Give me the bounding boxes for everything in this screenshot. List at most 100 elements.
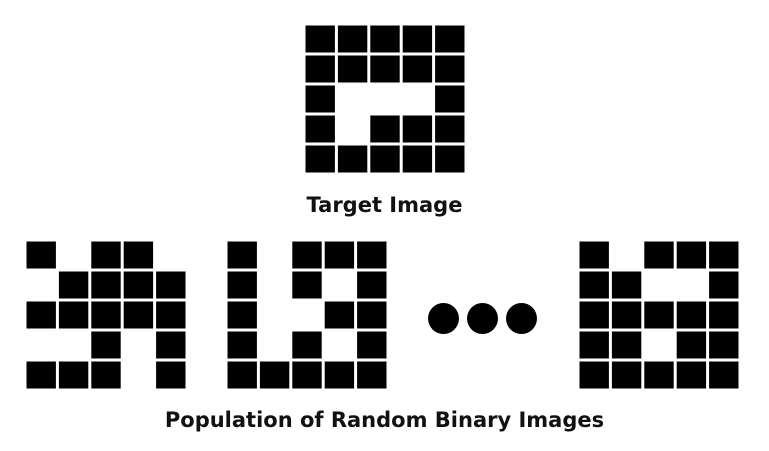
- pixel-off: [58, 331, 89, 359]
- pixel-on: [357, 331, 387, 359]
- pixel-on: [611, 331, 642, 359]
- pixel-on: [259, 361, 290, 389]
- pixel-on: [357, 361, 387, 389]
- population-image-1-grid: [26, 241, 186, 389]
- pixel-on: [337, 25, 368, 53]
- pixel-on: [123, 241, 154, 269]
- pixel-on: [370, 115, 400, 143]
- pixel-on: [435, 115, 465, 143]
- pixel-on: [227, 361, 257, 389]
- pixel-on: [402, 145, 433, 173]
- pixel-on: [579, 271, 609, 299]
- pixel-on: [676, 241, 707, 269]
- pixel-on: [26, 301, 56, 329]
- pixel-on: [579, 241, 609, 269]
- pixel-off: [644, 271, 674, 299]
- pixel-off: [58, 241, 89, 269]
- ellipsis-dot: [428, 303, 459, 334]
- pixel-on: [91, 301, 121, 329]
- target-image: [304, 24, 466, 174]
- pixel-on: [579, 301, 609, 329]
- pixel-on: [337, 55, 368, 83]
- pixel-on: [357, 301, 387, 329]
- pixel-off: [337, 85, 368, 113]
- pixel-on: [611, 301, 642, 329]
- pixel-on: [357, 271, 387, 299]
- pixel-on: [324, 241, 355, 269]
- pixel-on: [123, 271, 154, 299]
- pixel-on: [644, 361, 674, 389]
- pixel-on: [370, 145, 400, 173]
- pixel-on: [156, 331, 186, 359]
- pixel-off: [259, 241, 290, 269]
- pixel-on: [370, 25, 400, 53]
- target-image-caption: Target Image: [306, 193, 463, 217]
- pixel-on: [709, 361, 739, 389]
- pixel-on: [644, 301, 674, 329]
- pixel-on: [611, 361, 642, 389]
- population-image-1: [25, 240, 187, 390]
- pixel-on: [370, 55, 400, 83]
- ellipsis-dot: [506, 303, 537, 334]
- population-image-2-grid: [227, 241, 387, 389]
- pixel-on: [292, 271, 322, 299]
- pixel-on: [305, 25, 335, 53]
- pixel-on: [227, 331, 257, 359]
- pixel-on: [402, 55, 433, 83]
- pixel-on: [579, 331, 609, 359]
- pixel-off: [259, 271, 290, 299]
- pixel-on: [305, 145, 335, 173]
- pixel-on: [676, 331, 707, 359]
- pixel-off: [676, 271, 707, 299]
- pixel-on: [709, 331, 739, 359]
- pixel-on: [435, 85, 465, 113]
- pixel-off: [324, 271, 355, 299]
- pixel-on: [676, 301, 707, 329]
- pixel-off: [337, 115, 368, 143]
- pixel-on: [227, 271, 257, 299]
- pixel-on: [58, 271, 89, 299]
- pixel-off: [611, 241, 642, 269]
- pixel-on: [435, 25, 465, 53]
- population-image-n: [578, 240, 740, 390]
- population-caption: Population of Random Binary Images: [164, 408, 605, 432]
- pixel-on: [123, 301, 154, 329]
- pixel-off: [123, 361, 154, 389]
- pixel-on: [676, 361, 707, 389]
- pixel-on: [709, 241, 739, 269]
- pixel-on: [156, 301, 186, 329]
- pixel-on: [292, 361, 322, 389]
- pixel-off: [259, 331, 290, 359]
- pixel-on: [611, 271, 642, 299]
- pixel-off: [402, 85, 433, 113]
- pixel-off: [324, 331, 355, 359]
- pixel-off: [123, 331, 154, 359]
- pixel-on: [227, 241, 257, 269]
- ellipsis: [428, 303, 538, 337]
- pixel-on: [357, 241, 387, 269]
- pixel-on: [435, 145, 465, 173]
- pixel-on: [324, 301, 355, 329]
- pixel-on: [227, 301, 257, 329]
- pixel-on: [58, 301, 89, 329]
- pixel-on: [292, 241, 322, 269]
- pixel-on: [26, 241, 56, 269]
- pixel-on: [91, 361, 121, 389]
- pixel-on: [91, 241, 121, 269]
- pixel-on: [709, 301, 739, 329]
- pixel-off: [370, 85, 400, 113]
- pixel-off: [644, 331, 674, 359]
- pixel-off: [259, 301, 290, 329]
- population-image-2: [226, 240, 388, 390]
- pixel-on: [305, 115, 335, 143]
- pixel-on: [156, 271, 186, 299]
- pixel-off: [292, 301, 322, 329]
- pixel-on: [402, 25, 433, 53]
- pixel-on: [402, 115, 433, 143]
- pixel-on: [435, 55, 465, 83]
- pixel-on: [324, 361, 355, 389]
- pixel-on: [156, 361, 186, 389]
- pixel-on: [58, 361, 89, 389]
- pixel-on: [579, 361, 609, 389]
- pixel-off: [26, 331, 56, 359]
